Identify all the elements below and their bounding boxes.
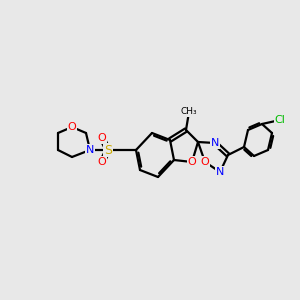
- Text: N: N: [216, 167, 224, 177]
- Text: N: N: [211, 138, 219, 148]
- Text: O: O: [98, 133, 106, 143]
- Text: O: O: [188, 157, 196, 167]
- Text: N: N: [86, 145, 94, 155]
- Text: O: O: [201, 157, 209, 167]
- Text: O: O: [68, 122, 76, 132]
- Text: S: S: [104, 143, 112, 157]
- Text: Cl: Cl: [274, 115, 285, 125]
- Text: O: O: [98, 157, 106, 167]
- Text: CH₃: CH₃: [181, 107, 197, 116]
